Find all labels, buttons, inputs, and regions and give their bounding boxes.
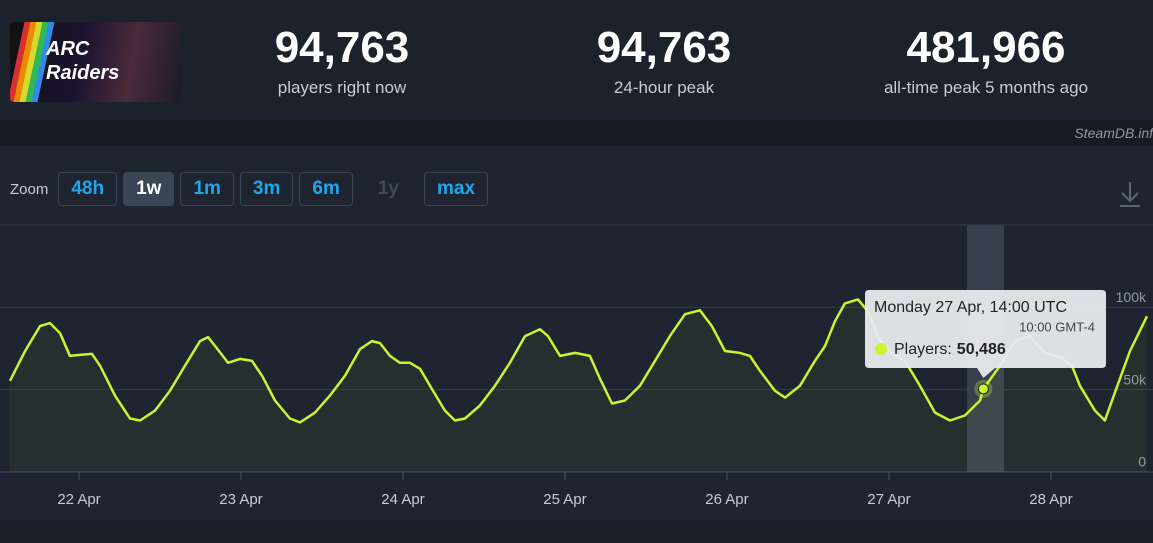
- stat: 94,763 players right now: [182, 24, 502, 98]
- download-icon[interactable]: [1120, 182, 1140, 207]
- zoom-button[interactable]: 6m: [299, 172, 353, 206]
- hover-point: [977, 383, 989, 395]
- download-glyph: [1120, 182, 1140, 207]
- stat-label: 24-hour peak: [613, 78, 715, 97]
- y-tick-label: 0: [1138, 454, 1146, 470]
- tooltip-subtitle: 10:00 GMT-4: [1019, 319, 1095, 334]
- x-tick-label: 25 Apr: [543, 491, 586, 508]
- stat-label: players right now: [277, 78, 407, 97]
- x-tick-label: 22 Apr: [57, 491, 100, 508]
- source[interactable]: SteamDB.inf: [1074, 125, 1153, 141]
- x-tick-label: 27 Apr: [867, 491, 910, 508]
- stat-label: all-time peak 5 months ago: [883, 78, 1089, 97]
- zoom-button[interactable]: max: [424, 172, 489, 206]
- x-tick-label: 23 Apr: [219, 491, 262, 508]
- tooltip-label: Players:: [894, 341, 952, 358]
- zoom-button[interactable]: 1m: [180, 172, 234, 206]
- footer: [0, 520, 1153, 543]
- zoom-button[interactable]: 3m: [239, 172, 294, 206]
- stat-value: 94,763: [274, 23, 410, 72]
- x-tick-label: 26 Apr: [705, 491, 748, 508]
- y-tick-label: 100k: [1116, 289, 1147, 305]
- stat-value: 481,966: [906, 23, 1066, 72]
- x-tick-label: 28 Apr: [1029, 491, 1072, 508]
- stat: 94,763 24-hour peak: [504, 24, 824, 98]
- stat-value: 94,763: [596, 23, 732, 72]
- stat: 481,966 all-time peak 5 months ago: [826, 24, 1146, 98]
- area: [10, 299, 1147, 472]
- game-logo[interactable]: ARC Raiders: [10, 22, 181, 102]
- zoom-label: Zoom: [10, 180, 49, 198]
- logo-text: ARC: [46, 38, 90, 60]
- tooltip-box: [865, 290, 1106, 378]
- strip: [0, 120, 1153, 146]
- tooltip: Monday 27 Apr, 14:00 UTC 10:00 GMT-4 Playe…: [865, 290, 1106, 378]
- x-tick-label: 24 Apr: [381, 491, 424, 508]
- y-tick-label: 50k: [1123, 371, 1147, 387]
- header: ARC Raiders 94,763 players right now 94,7…: [0, 0, 1153, 120]
- tooltip-value: 50,486: [957, 341, 1006, 358]
- zoom-button[interactable]: 1w: [123, 172, 175, 206]
- zoom-bar: Zoom 48h 1w 1m 3m 6m 1y max: [10, 172, 489, 206]
- tooltip-swatch: [875, 343, 887, 355]
- tooltip-title: Monday 27 Apr, 14:00 UTC: [874, 299, 1067, 316]
- line: [8, 298, 1149, 424]
- zoom-button[interactable]: 48h: [58, 172, 118, 206]
- logo-text: Raiders: [46, 62, 120, 84]
- zoom-button: 1y: [377, 178, 399, 199]
